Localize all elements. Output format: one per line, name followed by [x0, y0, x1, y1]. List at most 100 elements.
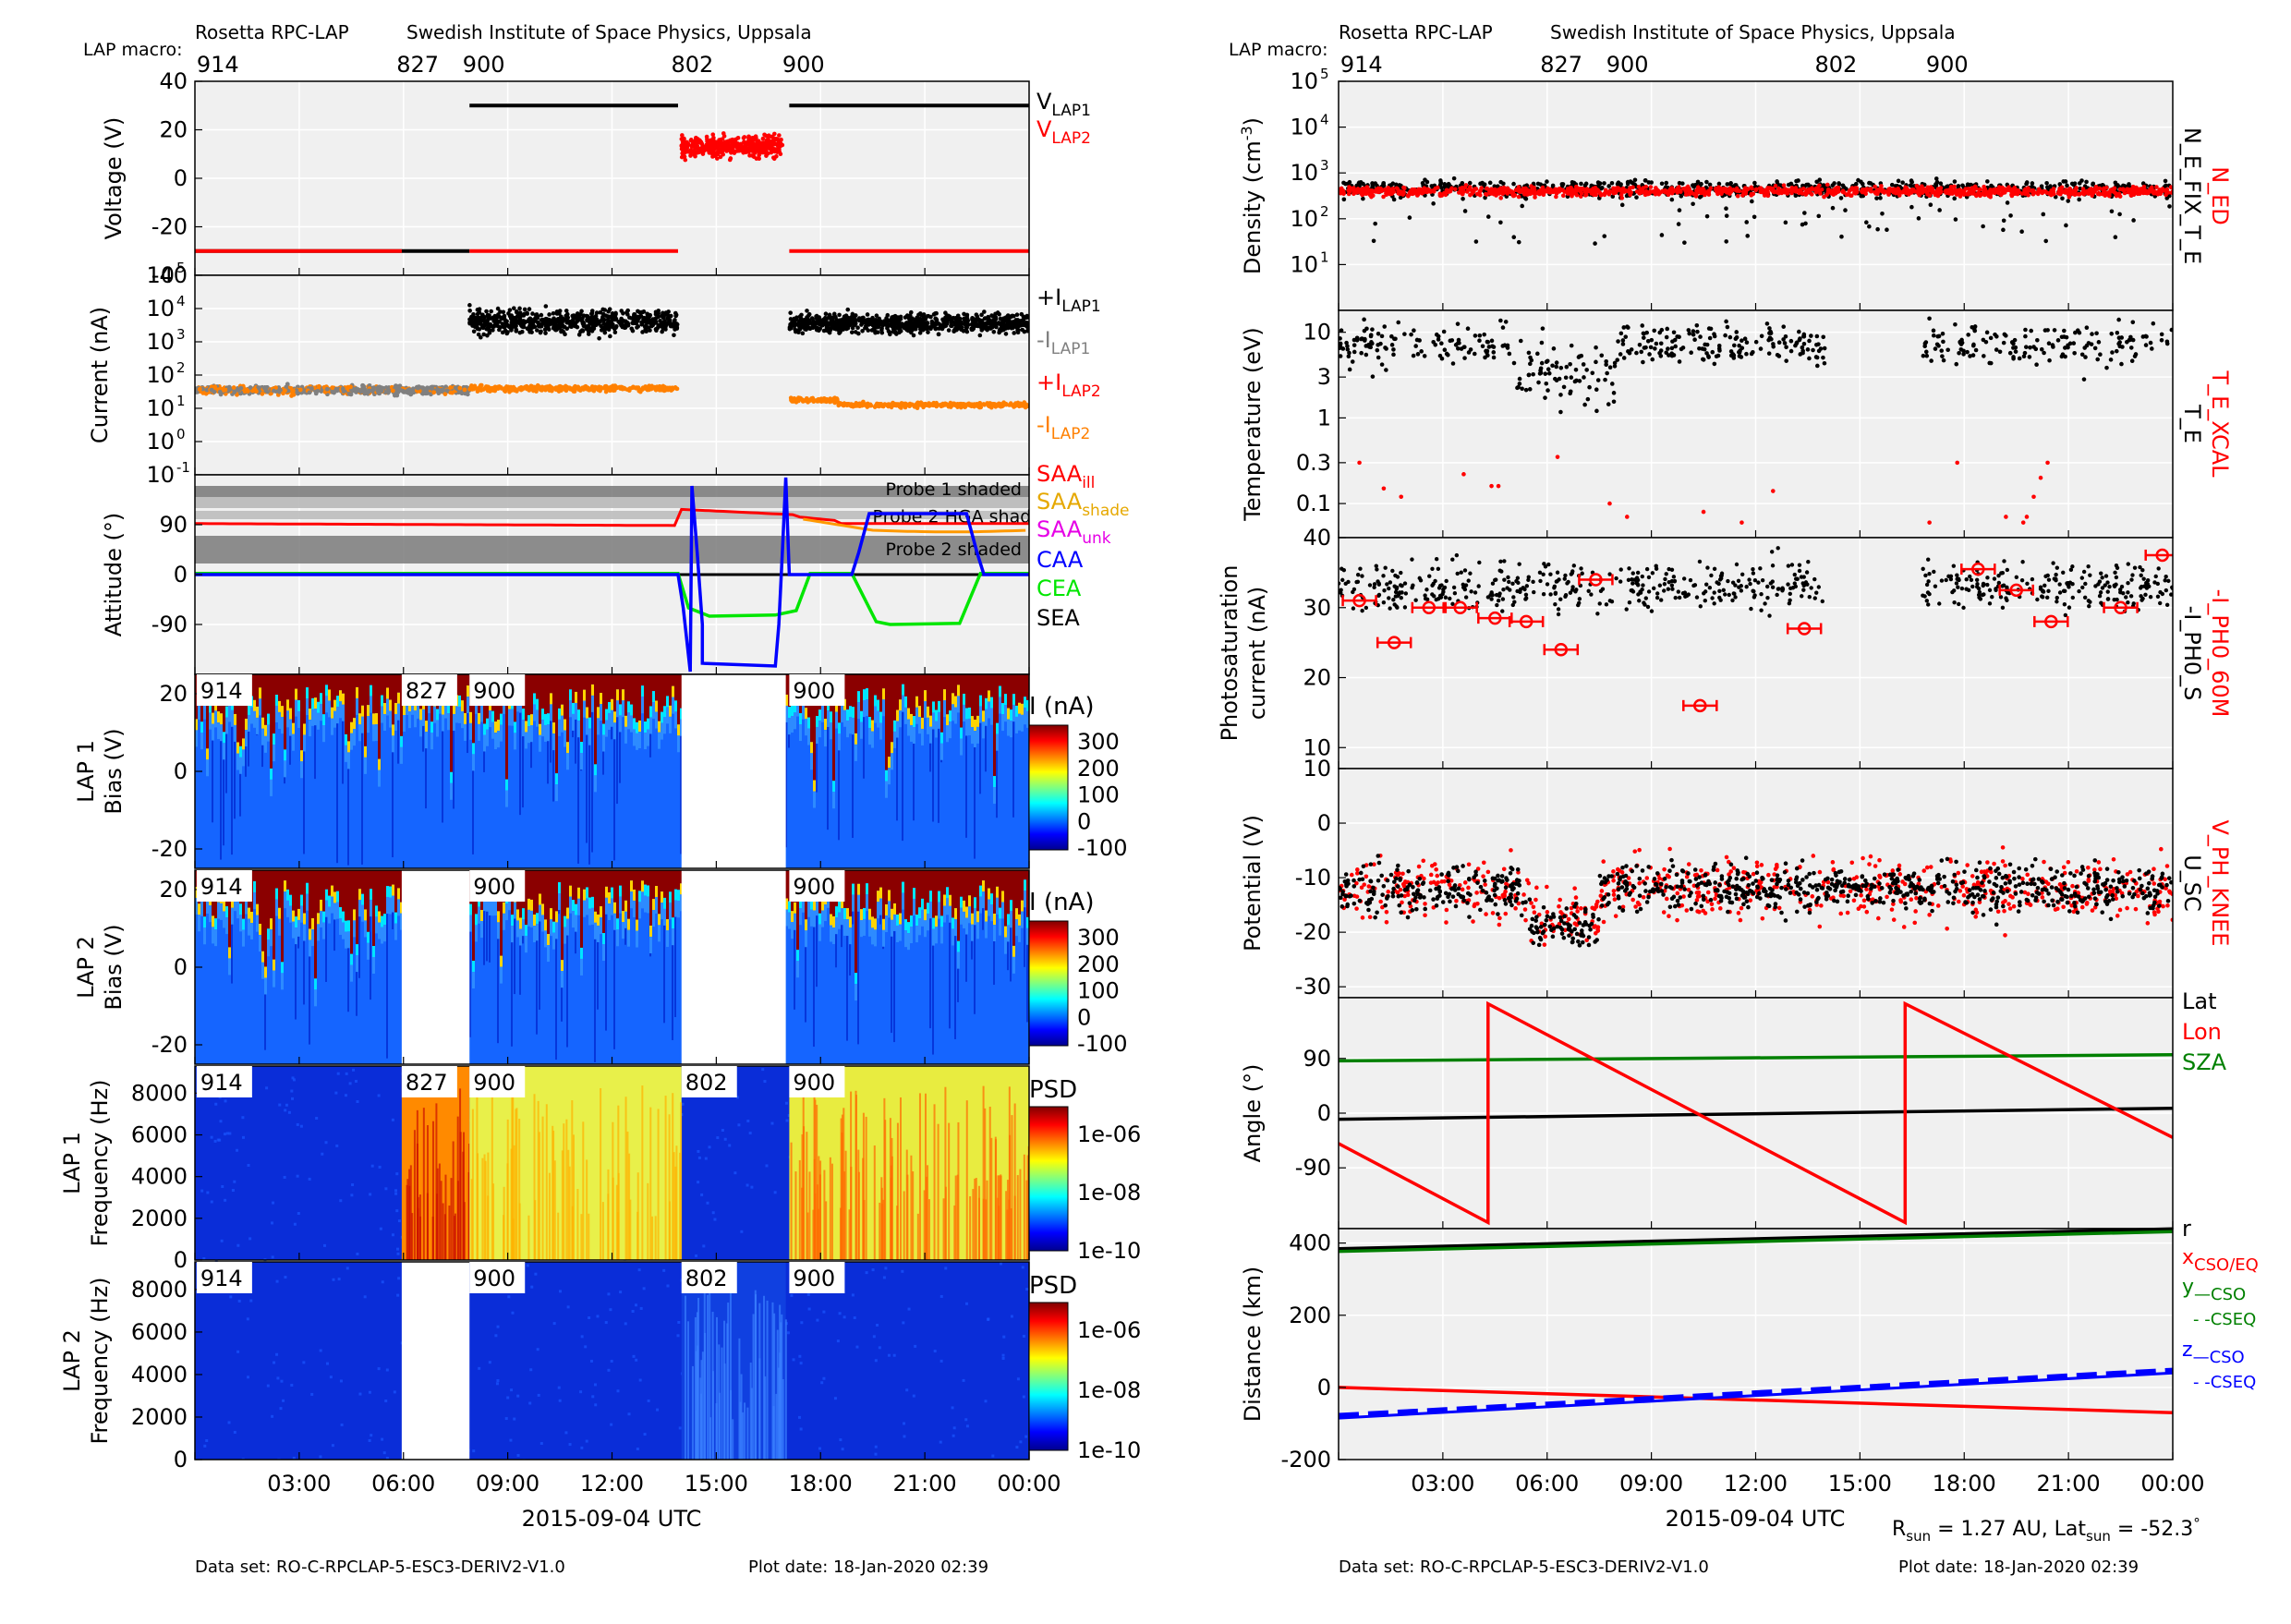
heatmap-cell: [464, 674, 467, 713]
ilap1-point: [895, 319, 900, 323]
ilap1-point: [1007, 319, 1012, 323]
heatmap-cell: [303, 941, 305, 1005]
heatmap-cell: [325, 917, 327, 982]
colorbar-tick: 300: [1077, 729, 1120, 755]
heatmap-cell: [594, 764, 597, 775]
heatmap-cell: [868, 717, 871, 728]
heatmap-cell: [220, 713, 223, 724]
heatmap-cell: [669, 717, 672, 733]
heatmap-cell: [256, 674, 259, 707]
heatmap-cell: [309, 674, 311, 709]
heatmap-cell: [902, 685, 904, 696]
ilap1-point: [953, 316, 958, 321]
heatmap-cell: [597, 870, 600, 915]
heatmap-cell: [300, 761, 303, 778]
heatmap-cell: [979, 707, 982, 723]
ilap2-point: [493, 387, 498, 392]
heatmap-cell: [253, 711, 256, 728]
legend-sub: LAP2: [1051, 425, 1091, 443]
heatmap-cell: [794, 712, 796, 729]
heatmap-cell: [303, 870, 306, 914]
heatmap-cell: [314, 709, 317, 725]
heatmap-cell: [527, 715, 530, 726]
heatmap-cell: [270, 929, 273, 946]
ilap1-point: [476, 327, 480, 332]
heatmap-cell: [613, 914, 616, 930]
heatmap-cell: [566, 753, 569, 770]
heatmap-cell: [949, 710, 952, 721]
heatmap-cell: [813, 792, 816, 808]
heatmap-cell: [649, 674, 652, 706]
ilap1-point: [651, 318, 656, 322]
heatmap-cell: [866, 674, 868, 688]
heatmap-cell: [430, 721, 433, 733]
heatmap-cell: [536, 699, 539, 710]
heatmap-cell: [974, 674, 976, 720]
heatmap-cell: [358, 900, 361, 916]
heatmap-cell: [289, 720, 292, 736]
heatmap-cell: [370, 870, 372, 889]
heatmap-cell: [539, 921, 540, 1009]
heatmap-cell: [400, 747, 403, 764]
heatmap-cell: [378, 674, 381, 759]
heatmap-cell: [957, 696, 960, 712]
heatmap-cell: [943, 700, 946, 717]
heatmap-cell: [954, 674, 957, 697]
heatmap-cell: [891, 742, 893, 753]
heatmap-cell: [974, 731, 976, 747]
heatmap-cell: [586, 719, 588, 735]
heatmap-cell: [935, 721, 938, 737]
heatmap-cell: [383, 914, 386, 925]
heatmap-cell: [608, 903, 611, 920]
heatmap-cell: [874, 674, 877, 696]
heatmap-cell: [602, 870, 605, 933]
heatmap-cell: [325, 674, 328, 685]
heatmap-cell: [586, 898, 588, 915]
vlap2-point: [747, 153, 752, 158]
heatmap-cell: [386, 698, 389, 715]
heatmap-cell: [250, 912, 253, 923]
ytick-label: 10: [146, 462, 175, 488]
heatmap-cell: [616, 689, 619, 700]
heatmap-cell: [1007, 709, 1010, 720]
heatmap-cell: [971, 727, 974, 744]
heatmap-cell: [261, 718, 264, 729]
heatmap-cell: [375, 905, 378, 916]
heatmap-cell: [347, 769, 349, 865]
heatmap-cell: [550, 908, 552, 919]
heatmap-cell: [386, 687, 389, 698]
heatmap-cell: [918, 706, 921, 717]
heatmap-cell: [938, 674, 940, 701]
ilap2-point: [847, 402, 852, 406]
heatmap-cell: [261, 674, 264, 718]
ilap1-point: [558, 317, 563, 321]
heatmap-cell: [220, 724, 223, 741]
heatmap-cell: [475, 914, 478, 925]
heatmap-cell: [286, 870, 289, 890]
ilap1-point: [537, 324, 541, 329]
heatmap-cell: [333, 919, 335, 951]
heatmap-cell: [1015, 706, 1018, 717]
ilap2-point: [809, 396, 814, 401]
ilap1-point: [579, 309, 584, 314]
heatmap-cell: [788, 718, 791, 734]
heatmap-cell: [253, 870, 256, 881]
ilap-point: [466, 392, 470, 396]
ilap1-point: [631, 329, 636, 333]
ilap1-point: [957, 324, 962, 329]
ilap1-point: [608, 323, 612, 328]
heatmap-cell: [658, 674, 661, 721]
heatmap-cell: [333, 700, 336, 711]
heatmap-cell: [952, 674, 954, 693]
ytick-label: 10: [146, 262, 175, 288]
heatmap-cell: [619, 715, 622, 732]
heatmap-cell: [613, 870, 616, 903]
heatmap-cell: [306, 883, 309, 894]
heatmap-cell: [436, 709, 439, 721]
heatmap-cell: [1010, 721, 1012, 737]
vlap2-point: [754, 145, 758, 150]
ilap-point: [450, 391, 455, 395]
heatmap-cell: [561, 971, 564, 988]
heatmap-cell: [325, 685, 328, 696]
